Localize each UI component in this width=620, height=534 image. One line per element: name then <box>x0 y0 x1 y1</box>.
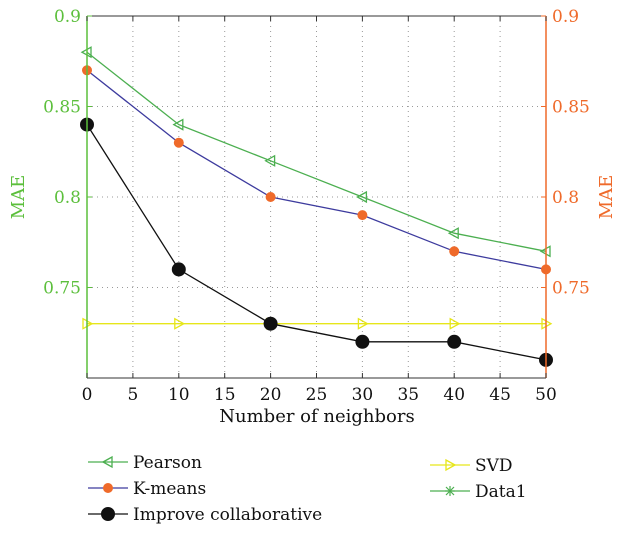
legend-marker-k-means <box>103 483 113 493</box>
series-line-improve-collaborative <box>86 124 547 361</box>
legend-marker-svd <box>445 458 457 472</box>
x-axis-title: Number of neighbors <box>219 406 414 427</box>
x-tick-label: 0 <box>82 385 93 405</box>
data-point-k-means <box>357 210 368 221</box>
y-tick-label-right: 0.85 <box>552 98 590 118</box>
y-tick-label-left: 0.85 <box>43 98 81 118</box>
x-tick-label: 45 <box>489 385 511 405</box>
data-point-svd <box>174 317 186 330</box>
y-tick-label-right: 0.9 <box>552 7 579 27</box>
plot-area <box>80 46 553 367</box>
legend-marker-improve-collaborative <box>101 507 115 521</box>
data-point-pearson <box>264 154 276 167</box>
series-line-k-means <box>86 69 547 271</box>
x-tick-label: 15 <box>214 385 236 405</box>
x-tick-label: 5 <box>127 385 138 405</box>
legend-label-svd: SVD <box>475 456 513 476</box>
data-point-pearson <box>447 227 459 240</box>
legend-marker-data1 <box>445 486 455 496</box>
data-point-improve-collaborative <box>447 334 462 349</box>
y-tick-label-left: 0.75 <box>43 279 81 299</box>
data-point-improve-collaborative <box>171 262 186 277</box>
legend-label-pearson: Pearson <box>133 453 202 473</box>
axes: 0 5 10 15 20 25 30 35 40 45 50 0.75 0.8 0.85 0.9 0.75 0.… <box>8 7 617 427</box>
data-point-k-means <box>265 192 276 202</box>
data-point-improve-collaborative <box>263 316 278 331</box>
legend: Pearson K-means Improve collaborative SVD Da… <box>88 453 527 525</box>
legend-label-improve-collaborative: Improve collaborative <box>133 505 322 525</box>
legend-marker-pearson <box>101 455 113 469</box>
y-tick-label-right: 0.75 <box>552 279 590 299</box>
x-tick-label: 40 <box>443 385 465 405</box>
data-point-k-means <box>449 246 460 257</box>
legend-marker-data1-stroke <box>445 486 455 496</box>
series-line-pearson <box>86 51 547 252</box>
x-tick-label: 10 <box>168 385 190 405</box>
x-tick-label: 30 <box>352 385 374 405</box>
y-tick-label-left: 0.8 <box>54 188 81 208</box>
x-tick-label: 50 <box>535 385 557 405</box>
x-tick-label: 35 <box>397 385 419 405</box>
data-point-k-means <box>173 137 184 148</box>
data-point-svd <box>357 317 369 330</box>
x-tick-label: 20 <box>260 385 282 405</box>
data-point-pearson <box>356 190 368 204</box>
y-axis-title-right: MAE <box>596 175 617 220</box>
y-tick-label-left: 0.9 <box>54 7 81 27</box>
data-point-improve-collaborative <box>355 334 370 349</box>
data-point-pearson <box>172 118 184 131</box>
legend-label-data1: Data1 <box>475 482 527 502</box>
data-point-svd <box>449 317 461 330</box>
x-tick-label: 25 <box>306 385 328 405</box>
y-axis-title-left: MAE <box>8 175 29 220</box>
y-tick-label-right: 0.8 <box>552 188 579 208</box>
legend-label-k-means: K-means <box>133 479 206 499</box>
